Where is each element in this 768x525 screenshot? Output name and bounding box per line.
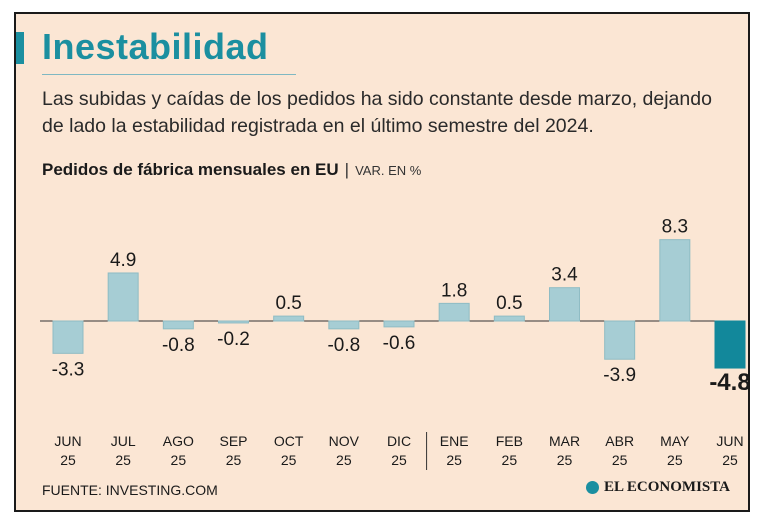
data-label: 1.8 xyxy=(441,280,467,301)
x-tick-label: MAY xyxy=(660,433,690,449)
data-label: -3.9 xyxy=(603,365,636,386)
bar xyxy=(162,320,194,330)
x-tick-year: 25 xyxy=(391,452,407,468)
bar xyxy=(383,320,415,328)
bar xyxy=(52,320,84,354)
publisher-logo: EL ECONOMISTA xyxy=(586,479,730,496)
x-tick-year: 25 xyxy=(557,452,573,468)
data-label: -4.8 xyxy=(709,369,748,396)
bar-chart: -3.3 JUN 25 4.9 JUL 25 -0.8 AGO 25 -0.2 SEP 25 0.5 OC… xyxy=(40,217,748,470)
x-tick-label: DIC xyxy=(387,433,411,449)
x-tick-year: 25 xyxy=(115,452,131,468)
x-tick-year: 25 xyxy=(226,452,242,468)
data-label: 4.9 xyxy=(110,250,136,271)
x-tick-year: 25 xyxy=(502,452,518,468)
data-label: 0.5 xyxy=(275,293,301,314)
x-tick-label: JUN xyxy=(54,433,81,449)
x-tick-label: ABR xyxy=(605,433,634,449)
chart-heading: Pedidos de fábrica mensuales en EU | VAR. … xyxy=(42,160,421,180)
x-tick-year: 25 xyxy=(667,452,683,468)
x-tick-label: JUN xyxy=(716,433,743,449)
data-label: -3.3 xyxy=(52,359,85,380)
x-tick-year: 25 xyxy=(336,452,352,468)
data-label: -0.6 xyxy=(383,333,416,354)
x-tick-label: NOV xyxy=(329,433,360,449)
data-label: 8.3 xyxy=(662,217,688,238)
data-label: -0.8 xyxy=(327,335,360,356)
bar xyxy=(218,320,249,324)
x-tick-label: ENE xyxy=(440,433,469,449)
bar xyxy=(493,315,525,322)
bar xyxy=(273,315,305,322)
x-tick-year: 25 xyxy=(171,452,187,468)
title-underline xyxy=(42,74,296,75)
data-label: 0.5 xyxy=(496,293,522,314)
page-title: Inestabilidad xyxy=(42,26,269,67)
bar xyxy=(107,272,139,322)
x-tick-label: FEB xyxy=(496,433,523,449)
x-tick-year: 25 xyxy=(281,452,297,468)
chart-heading-separator: | xyxy=(344,160,350,179)
logo-text: EL ECONOMISTA xyxy=(604,479,730,495)
chart-title: Pedidos de fábrica mensuales en EU xyxy=(42,160,339,179)
data-label: -0.8 xyxy=(162,335,195,356)
bar xyxy=(604,320,636,360)
title-accent-bar xyxy=(16,32,24,64)
x-tick-label: SEP xyxy=(219,433,247,449)
source-note: FUENTE: INVESTING.COM xyxy=(42,482,218,498)
x-tick-year: 25 xyxy=(722,452,738,468)
x-tick-year: 25 xyxy=(612,452,628,468)
subtitle: Las subidas y caídas de los pedidos ha s… xyxy=(42,88,712,137)
data-label: 3.4 xyxy=(551,265,578,286)
bar xyxy=(714,320,746,369)
x-tick-year: 25 xyxy=(446,452,462,468)
infographic-card: Inestabilidad Las subidas y caídas de lo… xyxy=(14,12,750,512)
bar xyxy=(438,302,470,322)
x-tick-label: AGO xyxy=(163,433,194,449)
logo-icon xyxy=(586,481,599,494)
x-tick-label: OCT xyxy=(274,433,304,449)
bar xyxy=(659,239,691,322)
data-label: -0.2 xyxy=(217,329,250,350)
bar xyxy=(328,320,360,330)
x-tick-label: JUL xyxy=(111,433,136,449)
x-tick-label: MAR xyxy=(549,433,580,449)
chart-unit: VAR. EN % xyxy=(355,163,422,178)
x-tick-year: 25 xyxy=(60,452,76,468)
bar xyxy=(549,287,580,322)
